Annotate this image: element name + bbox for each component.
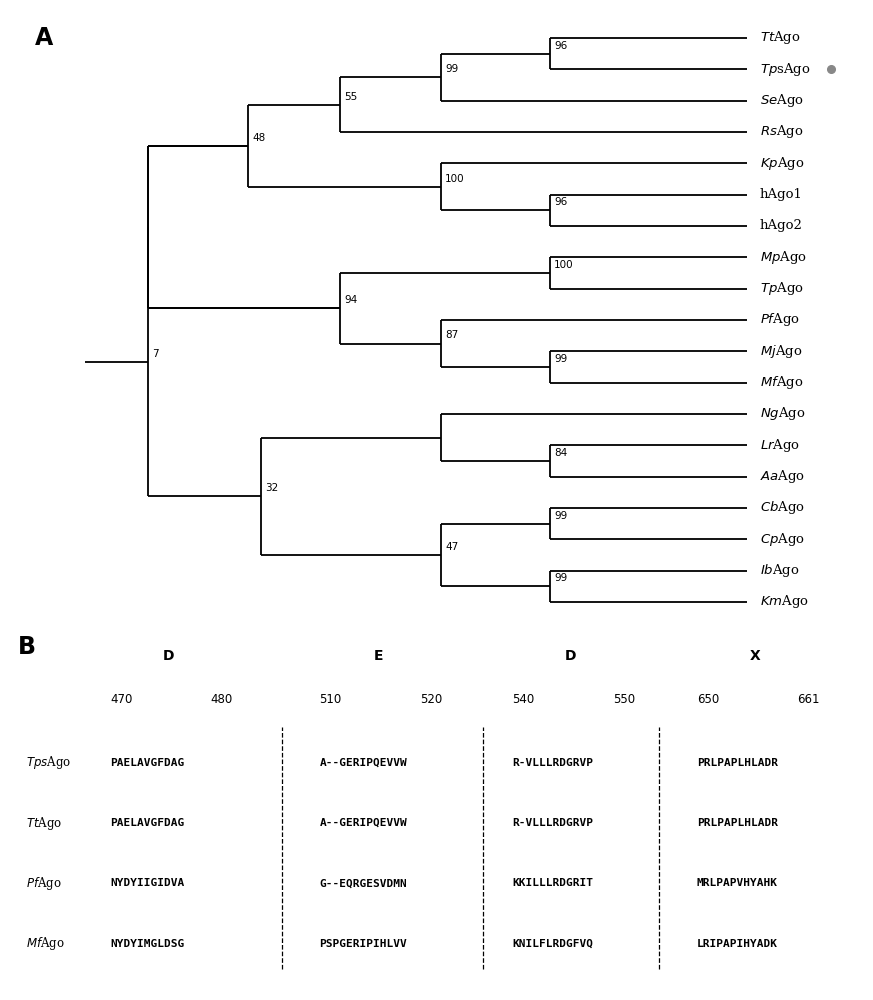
Text: $\it{Mf}$Ago: $\it{Mf}$Ago bbox=[760, 374, 803, 391]
Text: 520: 520 bbox=[420, 693, 443, 706]
Text: KNILFLRDGFVQ: KNILFLRDGFVQ bbox=[512, 939, 594, 949]
Text: 94: 94 bbox=[345, 295, 358, 305]
Text: LRIPAPIHYADK: LRIPAPIHYADK bbox=[697, 939, 778, 949]
Text: 32: 32 bbox=[265, 483, 278, 493]
Text: PAELAVGFDAG: PAELAVGFDAG bbox=[110, 758, 184, 768]
Text: 510: 510 bbox=[320, 693, 341, 706]
Text: 99: 99 bbox=[554, 573, 567, 583]
Text: $\it{Tt}$Ago: $\it{Tt}$Ago bbox=[760, 29, 801, 46]
Text: PSPGERIPIHLVV: PSPGERIPIHLVV bbox=[320, 939, 408, 949]
Text: 48: 48 bbox=[252, 133, 265, 143]
Text: $\it{Km}$Ago: $\it{Km}$Ago bbox=[760, 593, 808, 610]
Text: $\it{Lr}$Ago: $\it{Lr}$Ago bbox=[760, 437, 800, 454]
Text: G--EQRGESVDMN: G--EQRGESVDMN bbox=[320, 879, 408, 888]
Text: 47: 47 bbox=[445, 542, 458, 552]
Text: PRLPAPLHLADR: PRLPAPLHLADR bbox=[697, 818, 778, 828]
Text: A--GERIPQEVVW: A--GERIPQEVVW bbox=[320, 818, 408, 828]
Text: B: B bbox=[17, 635, 36, 659]
Text: $\it{Pf}$Ago: $\it{Pf}$Ago bbox=[26, 875, 62, 892]
Text: 84: 84 bbox=[554, 448, 567, 458]
Text: 96: 96 bbox=[554, 41, 567, 51]
Text: $\it{Ng}$Ago: $\it{Ng}$Ago bbox=[760, 406, 805, 422]
Text: 470: 470 bbox=[110, 693, 133, 706]
Text: hAgo2: hAgo2 bbox=[760, 220, 802, 232]
Text: 650: 650 bbox=[697, 693, 718, 706]
Text: $\it{Tp}$Ago: $\it{Tp}$Ago bbox=[760, 280, 803, 297]
Text: A--GERIPQEVVW: A--GERIPQEVVW bbox=[320, 758, 408, 768]
Text: $\it{Se}$Ago: $\it{Se}$Ago bbox=[760, 92, 803, 109]
Text: 87: 87 bbox=[445, 330, 458, 340]
Text: D: D bbox=[565, 649, 577, 663]
Text: 100: 100 bbox=[554, 260, 574, 270]
Text: 99: 99 bbox=[445, 64, 458, 74]
Text: PAELAVGFDAG: PAELAVGFDAG bbox=[110, 818, 184, 828]
Text: E: E bbox=[374, 649, 383, 663]
Text: $\it{Tt}$Ago: $\it{Tt}$Ago bbox=[26, 815, 63, 832]
Text: R-VLLLRDGRVP: R-VLLLRDGRVP bbox=[512, 758, 594, 768]
Text: R-VLLLRDGRVP: R-VLLLRDGRVP bbox=[512, 818, 594, 828]
Text: 99: 99 bbox=[554, 354, 567, 364]
Text: 96: 96 bbox=[554, 197, 567, 207]
Text: $\it{Cb}$Ago: $\it{Cb}$Ago bbox=[760, 499, 805, 516]
Text: $\it{Tps}$Ago: $\it{Tps}$Ago bbox=[26, 754, 72, 771]
Text: 661: 661 bbox=[797, 693, 820, 706]
Text: $\it{Mj}$Ago: $\it{Mj}$Ago bbox=[760, 343, 802, 360]
Text: KKILLLRDGRIT: KKILLLRDGRIT bbox=[512, 879, 594, 888]
Text: $\it{Mf}$Ago: $\it{Mf}$Ago bbox=[26, 935, 65, 952]
Text: NYDYIIGIDVA: NYDYIIGIDVA bbox=[110, 879, 184, 888]
Text: $\it{Ib}$Ago: $\it{Ib}$Ago bbox=[760, 562, 799, 579]
Text: $\it{Aa}$Ago: $\it{Aa}$Ago bbox=[760, 468, 805, 485]
Text: $\it{Rs}$Ago: $\it{Rs}$Ago bbox=[760, 123, 803, 140]
Text: 55: 55 bbox=[345, 92, 358, 102]
Text: D: D bbox=[163, 649, 175, 663]
Text: PRLPAPLHLADR: PRLPAPLHLADR bbox=[697, 758, 778, 768]
Text: 99: 99 bbox=[554, 511, 567, 521]
Text: 100: 100 bbox=[445, 174, 464, 184]
Text: hAgo1: hAgo1 bbox=[760, 188, 802, 201]
Text: $\it{Pf}$Ago: $\it{Pf}$Ago bbox=[760, 312, 800, 328]
Text: 7: 7 bbox=[152, 349, 159, 359]
Text: 540: 540 bbox=[512, 693, 534, 706]
Text: $\it{Mp}$Ago: $\it{Mp}$Ago bbox=[760, 249, 807, 266]
Text: 550: 550 bbox=[613, 693, 635, 706]
Text: 480: 480 bbox=[210, 693, 233, 706]
Text: A: A bbox=[35, 26, 53, 50]
Text: $\it{Cp}$Ago: $\it{Cp}$Ago bbox=[760, 531, 805, 548]
Text: $\it{Tp}$sAgo: $\it{Tp}$sAgo bbox=[760, 61, 810, 78]
Text: NYDYIMGLDSG: NYDYIMGLDSG bbox=[110, 939, 184, 949]
Text: $\it{Kp}$Ago: $\it{Kp}$Ago bbox=[760, 155, 804, 172]
Text: MRLPAPVHYAHK: MRLPAPVHYAHK bbox=[697, 879, 778, 888]
Text: X: X bbox=[750, 649, 760, 663]
